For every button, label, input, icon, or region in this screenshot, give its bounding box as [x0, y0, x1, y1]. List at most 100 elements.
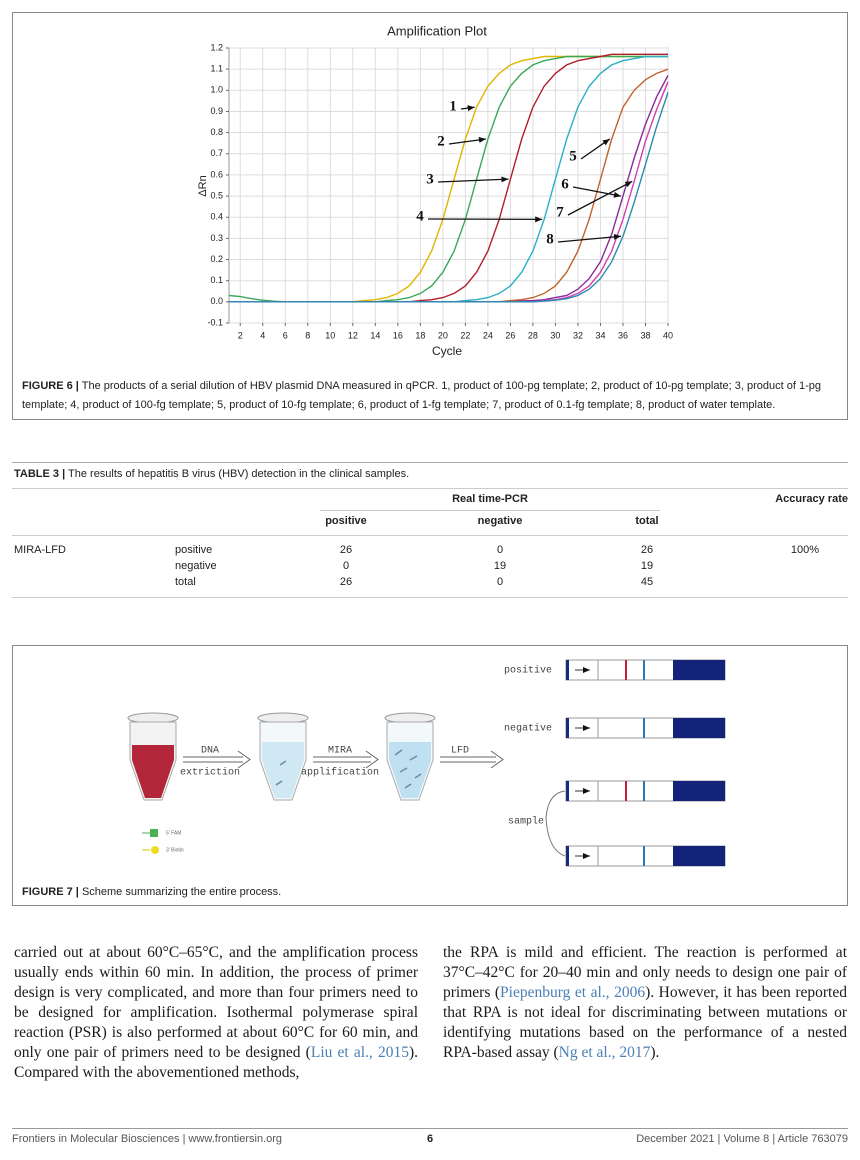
legend-marker [151, 846, 159, 854]
figure-label: FIGURE 7 | [22, 886, 79, 898]
x-tick-label: 20 [438, 330, 448, 340]
body-text: carried out at about 60°C–65°C, and the … [14, 944, 418, 1061]
chart-title: Amplification Plot [387, 23, 487, 38]
strip-label: positive [504, 665, 552, 677]
accuracy-cell: 100% [790, 544, 820, 556]
page-number: 6 [426, 1133, 434, 1145]
figure-label: FIGURE 6 | [22, 380, 79, 392]
rule [320, 510, 660, 511]
table-cell: 26 [640, 544, 654, 556]
body-text: the RPA is mild and efficient. The react… [443, 944, 847, 1001]
y-tick-label: 0.6 [210, 169, 223, 179]
figure-frame [12, 645, 848, 906]
x-tick-label: 24 [483, 330, 493, 340]
test-line [625, 781, 627, 801]
series-line [229, 92, 669, 303]
column-header: total [635, 515, 659, 527]
y-tick-label: 0.4 [210, 212, 223, 222]
absorbent-pad [673, 846, 725, 866]
table-cell: 26 [339, 576, 353, 588]
tube-liquid [389, 742, 431, 798]
x-tick-label: 14 [370, 330, 380, 340]
rule [12, 1128, 848, 1129]
x-tick-label: 36 [618, 330, 628, 340]
figure-caption: FIGURE 6 | The products of a serial dilu… [22, 377, 838, 415]
table-title: The results of hepatitis B virus (HBV) d… [68, 468, 410, 480]
table-cell: 0 [342, 560, 350, 572]
dna-fragments [275, 749, 422, 789]
x-tick-label: 26 [505, 330, 515, 340]
annotation-arrow [567, 180, 633, 216]
legend-label: 3' Biotin [166, 847, 184, 853]
citation[interactable]: Liu et al., 2015 [310, 1044, 409, 1061]
legend-marker [150, 829, 158, 837]
x-axis-label: Cycle [432, 344, 462, 358]
plot-area [228, 47, 669, 324]
row-label: total [175, 576, 196, 588]
footer-info: December 2021 | Volume 8 | Article 76307… [636, 1133, 848, 1145]
series-label: 3 [426, 171, 434, 187]
annotation-arrow [437, 176, 509, 183]
y-tick-label: 0.9 [210, 106, 223, 116]
row-label: negative [175, 560, 217, 572]
y-tick-label: 0.1 [210, 275, 223, 285]
series-label: 6 [561, 176, 569, 192]
step-label: LFD [451, 746, 469, 757]
x-tick-label: 28 [528, 330, 538, 340]
y-tick-label: 0.5 [210, 190, 223, 200]
body-text: ). However, it has been reported that RP… [443, 984, 847, 1061]
row-label: positive [175, 544, 213, 556]
table-cell: 0 [496, 544, 504, 556]
footer-journal: Frontiers in Molecular Biosciences | www… [12, 1133, 283, 1145]
control-line [643, 660, 645, 680]
rule [12, 488, 848, 489]
y-axis-label: ΔRn [197, 175, 209, 196]
text-column: carried out at about 60°C–65°C, and the … [14, 943, 418, 1083]
strip-end [566, 846, 569, 866]
series-label: 2 [437, 133, 445, 149]
citation[interactable]: Piepenburg et al., 2006 [500, 984, 646, 1001]
body-text: ). Compared with the abovementioned meth… [14, 1044, 419, 1081]
citation[interactable]: Ng et al., 2017 [558, 1044, 651, 1061]
x-tick-label: 16 [393, 330, 403, 340]
table-label: TABLE 3 | [14, 468, 66, 480]
rule [12, 462, 848, 463]
x-tick-label: 30 [550, 330, 560, 340]
control-line [643, 718, 645, 738]
column-header: negative [477, 515, 523, 527]
series-label: 7 [556, 204, 564, 220]
y-tick-label: 0.2 [210, 254, 223, 264]
series-label: 5 [569, 148, 577, 164]
x-tick-label: 10 [325, 330, 335, 340]
y-tick-label: 0.7 [210, 148, 223, 158]
caption-text: Scheme summarizing the entire process. [81, 886, 282, 898]
y-tick-label: 1.2 [210, 42, 223, 52]
table-cell: 0 [496, 576, 504, 588]
diagram-group: DNA extriction MIRA applification LFD 5'… [127, 659, 726, 867]
strip-end [566, 660, 569, 680]
caption-text: The products of a serial dilution of HBV… [22, 380, 821, 411]
step-label: DNA [201, 746, 219, 757]
body-text: ). [650, 1044, 660, 1061]
absorbent-pad [673, 781, 725, 801]
x-tick-label: 4 [260, 330, 265, 340]
annotation-arrow [448, 136, 486, 145]
absorbent-pad [673, 660, 725, 680]
column-header: positive [325, 515, 367, 527]
x-tick-label: 34 [595, 330, 605, 340]
control-line [643, 781, 645, 801]
process-diagram: DNA extriction MIRA applification LFD 5'… [127, 659, 726, 867]
tube-liquid [262, 742, 304, 798]
figure-frame [12, 12, 848, 420]
legend-label: 5' FAM [166, 830, 181, 836]
y-tick-label: -0.1 [207, 317, 223, 327]
x-tick-label: 6 [283, 330, 288, 340]
group-header: Real time-PCR [452, 493, 528, 505]
tube-liquid [132, 745, 174, 798]
y-tick-label: 0.3 [210, 233, 223, 243]
strip-end [566, 781, 569, 801]
annotation-arrow [557, 233, 622, 243]
x-tick-label: 2 [238, 330, 243, 340]
